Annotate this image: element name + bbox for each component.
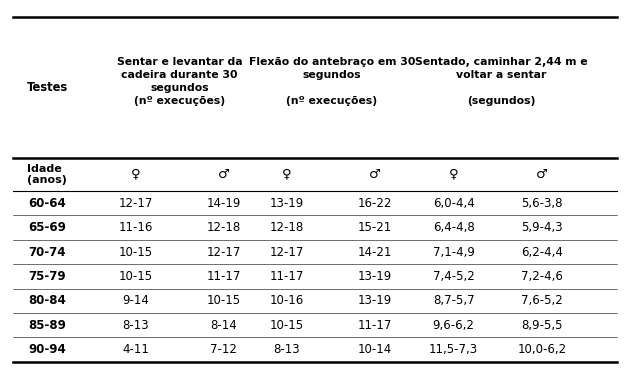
Text: 90-94: 90-94 [28,343,66,356]
Text: ♂: ♂ [536,168,547,181]
Text: Idade
(anos): Idade (anos) [27,164,67,185]
Text: 10-14: 10-14 [358,343,392,356]
Text: 80-84: 80-84 [28,294,66,307]
Text: ♀: ♀ [282,168,292,181]
Text: ♂: ♂ [369,168,381,181]
Text: 9-14: 9-14 [122,294,149,307]
Text: 85-89: 85-89 [28,319,66,332]
Text: ♂: ♂ [218,168,229,181]
Text: 5,6-3,8: 5,6-3,8 [521,197,563,210]
Text: 10-15: 10-15 [118,246,152,259]
Text: 12-18: 12-18 [207,221,241,234]
Text: 9,6-6,2: 9,6-6,2 [433,319,474,332]
Text: 70-74: 70-74 [28,246,66,259]
Text: 6,4-4,8: 6,4-4,8 [433,221,474,234]
Text: 11-17: 11-17 [270,270,304,283]
Text: 8-13: 8-13 [273,343,300,356]
Text: 11,5-7,3: 11,5-7,3 [429,343,478,356]
Text: Flexão do antebraço em 30
segundos

(nº execuções): Flexão do antebraço em 30 segundos (nº e… [249,58,415,106]
Text: 8-14: 8-14 [210,319,237,332]
Text: 60-64: 60-64 [28,197,66,210]
Text: 65-69: 65-69 [28,221,66,234]
Text: 4-11: 4-11 [122,343,149,356]
Text: 10-15: 10-15 [118,270,152,283]
Text: 11-17: 11-17 [358,319,392,332]
Text: ♀: ♀ [130,168,140,181]
Text: 13-19: 13-19 [270,197,304,210]
Text: 7,4-5,2: 7,4-5,2 [433,270,474,283]
Text: 11-17: 11-17 [207,270,241,283]
Text: 12-17: 12-17 [207,246,241,259]
Text: 15-21: 15-21 [358,221,392,234]
Text: 7,2-4,6: 7,2-4,6 [521,270,563,283]
Text: Sentar e levantar da
cadeira durante 30
segundos
(nº execuções): Sentar e levantar da cadeira durante 30 … [117,58,243,106]
Text: 6,0-4,4: 6,0-4,4 [433,197,474,210]
Text: 13-19: 13-19 [358,270,392,283]
Text: 14-19: 14-19 [207,197,241,210]
Text: 7,1-4,9: 7,1-4,9 [433,246,474,259]
Text: 16-22: 16-22 [358,197,392,210]
Text: 10-15: 10-15 [270,319,304,332]
Text: 8-13: 8-13 [122,319,149,332]
Text: 11-16: 11-16 [118,221,152,234]
Text: 14-21: 14-21 [358,246,392,259]
Text: 7-12: 7-12 [210,343,237,356]
Text: 6,2-4,4: 6,2-4,4 [521,246,563,259]
Text: 5,9-4,3: 5,9-4,3 [521,221,563,234]
Text: 12-17: 12-17 [118,197,152,210]
Text: 13-19: 13-19 [358,294,392,307]
Text: 8,7-5,7: 8,7-5,7 [433,294,474,307]
Text: 75-79: 75-79 [28,270,66,283]
Text: Sentado, caminhar 2,44 m e
voltar a sentar

(segundos): Sentado, caminhar 2,44 m e voltar a sent… [415,58,587,106]
Text: 7,6-5,2: 7,6-5,2 [521,294,563,307]
Text: 10,0-6,2: 10,0-6,2 [517,343,566,356]
Text: 10-16: 10-16 [270,294,304,307]
Text: 12-18: 12-18 [270,221,304,234]
Text: Testes: Testes [26,81,68,94]
Text: 10-15: 10-15 [207,294,241,307]
Text: 12-17: 12-17 [270,246,304,259]
Text: 8,9-5,5: 8,9-5,5 [521,319,563,332]
Text: ♀: ♀ [449,168,459,181]
